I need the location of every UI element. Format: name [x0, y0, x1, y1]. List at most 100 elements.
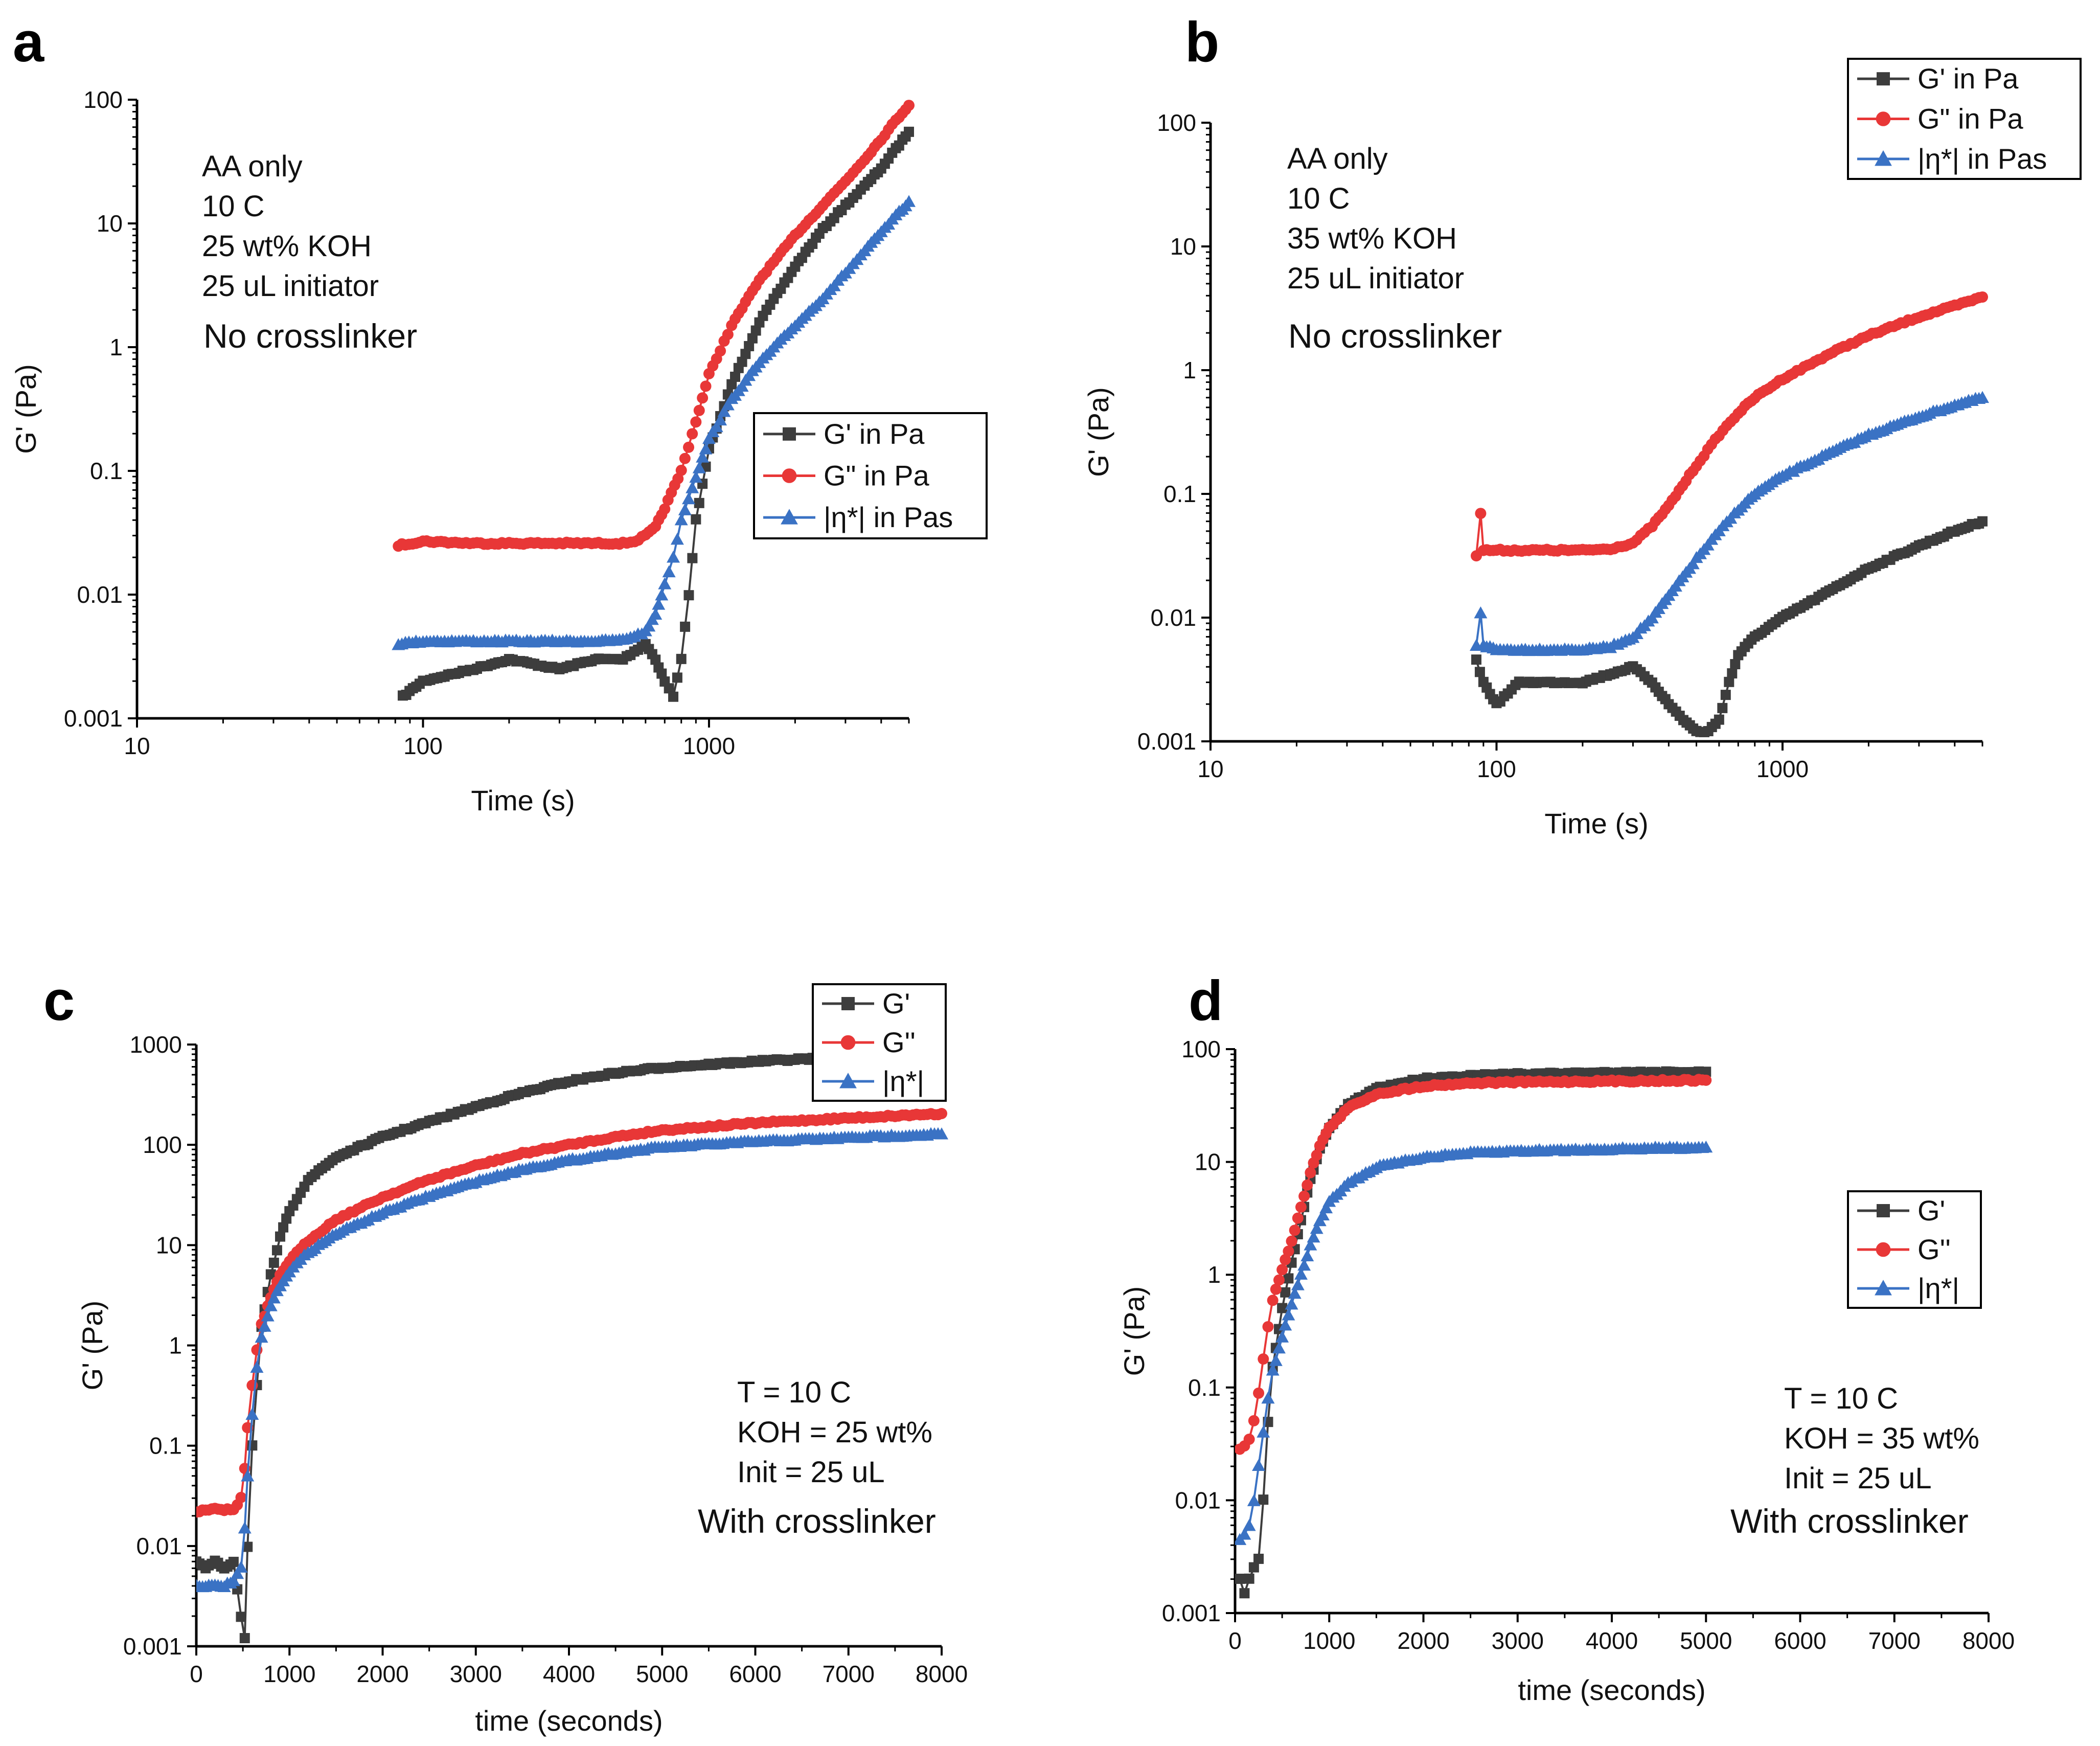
legend-marker [782, 468, 797, 483]
data-point [228, 1556, 239, 1567]
legend-marker [783, 427, 796, 441]
data-point [1267, 1295, 1279, 1306]
data-point [694, 497, 704, 508]
x-tick-label: 8000 [916, 1661, 968, 1687]
data-point [1248, 1562, 1259, 1573]
data-point [1730, 659, 1741, 670]
data-point [1298, 1190, 1310, 1202]
annotation: 35 wt% KOH [1287, 222, 1457, 255]
data-point [692, 461, 706, 473]
annotation: 10 C [202, 190, 265, 223]
y-tick-label: 1 [169, 1332, 182, 1359]
data-point [238, 1522, 252, 1534]
x-tick-label: 8000 [1962, 1627, 2015, 1654]
legend-label: G' in Pa [824, 418, 925, 450]
y-tick-label: 1000 [130, 1031, 182, 1058]
x-tick-label: 7000 [823, 1661, 875, 1687]
data-point [655, 588, 669, 601]
data-point [702, 432, 716, 444]
series-line [1239, 1146, 1706, 1540]
data-point [717, 405, 731, 417]
y-axis-label: G' (Pa) [1118, 1286, 1150, 1376]
data-point [1300, 1249, 1314, 1262]
data-point [278, 1222, 289, 1233]
data-point [1307, 1230, 1320, 1243]
data-point [258, 1320, 271, 1332]
legend-label: G' [882, 987, 910, 1019]
annotation: With crosslinker [698, 1502, 936, 1540]
data-point [1720, 690, 1731, 700]
data-point [936, 1108, 947, 1120]
data-point [1310, 1221, 1323, 1234]
data-point [1727, 668, 1738, 679]
data-point [1292, 1212, 1304, 1224]
legend: G' in Pa G" in Pa |η*| in Pas [753, 412, 988, 539]
legend-marker [781, 509, 798, 525]
data-point [737, 356, 747, 367]
data-point [714, 413, 727, 426]
y-tick-label: 100 [143, 1131, 182, 1158]
data-point [722, 329, 734, 341]
data-point [642, 619, 656, 632]
data-point [1319, 1201, 1333, 1214]
data-point [1261, 1391, 1275, 1404]
x-tick-label: 100 [403, 733, 443, 759]
data-point [1976, 391, 1989, 403]
y-tick-label: 1 [109, 334, 123, 360]
series-circle [1235, 1074, 1712, 1455]
panel-a: a 0.001 0.01 0.1 1 10 100 10 100 1000 Time (s) G' (… [10, 11, 988, 817]
data-point [683, 441, 695, 453]
y-tick-label: 0.001 [1162, 1600, 1221, 1626]
data-point [656, 668, 667, 679]
data-point [679, 452, 691, 464]
data-point [1302, 1179, 1313, 1191]
data-point [683, 590, 694, 601]
series-triangle [1235, 1140, 1713, 1545]
data-point [1977, 291, 1988, 303]
data-point [1262, 1321, 1274, 1332]
data-point [678, 503, 692, 515]
data-point [1253, 1387, 1265, 1399]
y-tick-label: 10 [97, 210, 123, 237]
data-point [682, 492, 696, 505]
x-tick-label: 6000 [729, 1661, 781, 1687]
series-circle [393, 100, 915, 552]
data-point [1724, 676, 1734, 687]
data-point [1266, 1364, 1280, 1376]
data-point [1280, 1287, 1291, 1298]
data-point [1247, 1494, 1261, 1506]
data-point [935, 1127, 948, 1140]
legend: G' G'' |η*| [1847, 1190, 1982, 1309]
data-point [740, 349, 751, 359]
legend-label: G" in Pa [1918, 103, 2023, 135]
x-tick-label: 5000 [1680, 1627, 1732, 1654]
annotation: KOH = 35 wt% [1784, 1422, 1979, 1455]
x-tick-label: 1000 [1756, 756, 1809, 782]
series-line [1239, 1079, 1706, 1451]
data-point [750, 325, 761, 336]
data-point [1297, 1258, 1311, 1271]
y-tick-label: 0.001 [64, 705, 123, 732]
annotation: No crosslinker [203, 317, 417, 355]
data-point [1977, 516, 1988, 527]
data-point [693, 404, 705, 416]
data-point [721, 398, 735, 411]
data-point [1282, 1308, 1295, 1321]
legend-label: G' [1918, 1194, 1945, 1227]
data-point [730, 371, 741, 382]
data-point [1277, 1303, 1288, 1313]
data-point [1275, 1330, 1289, 1343]
data-point [1238, 1528, 1251, 1540]
annotation: Init = 25 uL [737, 1456, 885, 1489]
x-axis-label: time (seconds) [475, 1705, 663, 1737]
data-point [1304, 1238, 1317, 1251]
y-tick-label: 0.001 [1137, 728, 1196, 755]
y-tick-label: 1 [1207, 1261, 1221, 1288]
data-point [1291, 1278, 1305, 1290]
data-point [231, 1567, 244, 1579]
series-circle [1470, 291, 1988, 562]
data-point [1258, 1353, 1269, 1365]
annotation: 25 uL initiator [202, 269, 379, 303]
data-point [689, 470, 703, 483]
data-point [686, 481, 699, 493]
